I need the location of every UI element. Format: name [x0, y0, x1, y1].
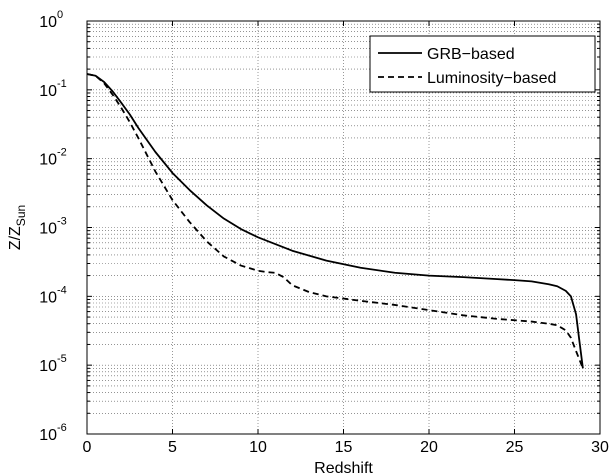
legend-label-luminosity-based: Luminosity−based	[427, 70, 556, 87]
y-tick-label: 10	[39, 221, 57, 238]
x-tick-labels: 0 5 10 15 20 25 30	[83, 439, 609, 456]
y-tick-exponent: -3	[57, 216, 67, 228]
series-line-luminosity-based	[86, 73, 584, 369]
y-tick-exponent: 0	[57, 9, 63, 21]
y-tick-label: 10	[39, 358, 57, 375]
x-tick-label: 25	[506, 439, 524, 456]
y-tick-exponent: -6	[57, 422, 67, 434]
y-tick-label: 10	[39, 14, 57, 31]
x-tick-label: 30	[591, 439, 609, 456]
y-tick-label: 10	[39, 427, 57, 444]
y-tick-label: 10	[39, 152, 57, 169]
ticks	[86, 20, 601, 435]
series-line-grb-based	[86, 73, 584, 369]
legend-label-grb-based: GRB−based	[427, 46, 515, 63]
x-axis-label: Redshift	[314, 460, 373, 475]
y-axis-label: Z/ZSun	[7, 205, 28, 250]
y-tick-label: 10	[39, 83, 57, 100]
y-tick-exponent: -4	[57, 284, 67, 296]
x-tick-label: 15	[335, 439, 353, 456]
legend-box	[369, 35, 596, 93]
y-tick-label: 10	[39, 289, 57, 306]
legend: GRB−based Luminosity−based	[369, 35, 596, 93]
x-tick-label: 5	[168, 439, 177, 456]
y-axis-label-base: Z/Z	[7, 226, 24, 250]
y-axis-label-subscript: Sun	[14, 205, 28, 226]
x-tick-label: 20	[420, 439, 438, 456]
x-tick-label: 0	[83, 439, 92, 456]
y-tick-exponent: -1	[57, 78, 67, 90]
x-tick-label: 10	[249, 439, 267, 456]
series-layer	[86, 73, 584, 369]
y-tick-exponent: -5	[57, 353, 67, 365]
y-tick-exponent: -2	[57, 147, 67, 159]
